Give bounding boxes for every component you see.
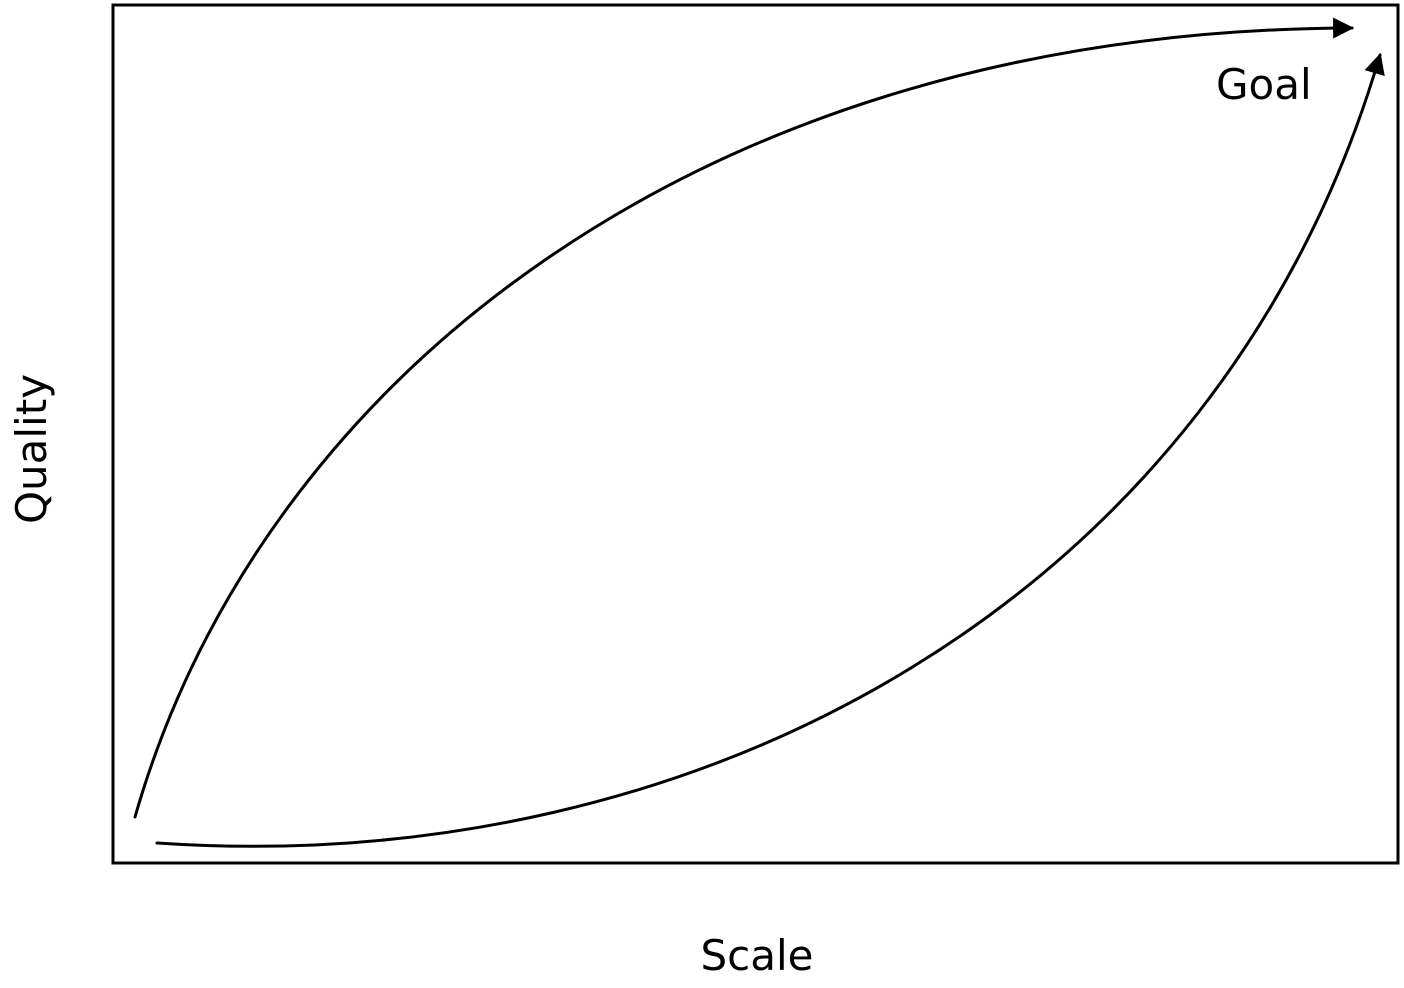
x-axis-label: Scale bbox=[701, 931, 814, 980]
scale-first-path bbox=[155, 52, 1385, 848]
plot-frame bbox=[111, 3, 1400, 865]
y-axis-label: Quality bbox=[7, 374, 56, 524]
goal-label: Goal bbox=[1216, 60, 1312, 109]
origin-point bbox=[116, 830, 146, 860]
quality-first-path bbox=[133, 17, 1355, 819]
